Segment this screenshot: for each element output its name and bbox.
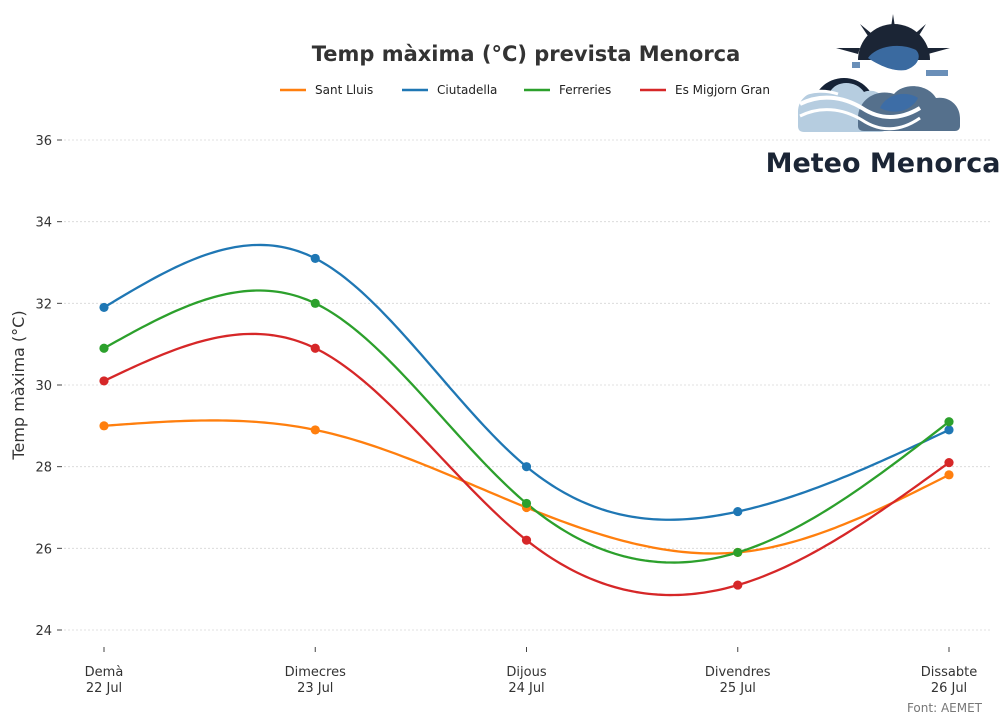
x-tick-label-day: Demà: [85, 665, 124, 680]
x-tick-label-date: 24 Jul: [508, 681, 544, 696]
grid-lines: [64, 139, 992, 631]
x-tick-label-date: 25 Jul: [720, 681, 756, 696]
data-point: [944, 425, 954, 435]
y-axis-label: Temp màxima (°C): [9, 310, 28, 460]
data-point: [99, 343, 109, 353]
legend-label: Ciutadella: [437, 83, 497, 97]
series-line: [103, 289, 950, 564]
series-points: [99, 253, 954, 590]
data-point: [99, 421, 109, 431]
y-axis: 24 26 28 30 32 34 36: [35, 134, 62, 639]
y-tick-label: 32: [35, 297, 52, 312]
legend-label: Es Migjorn Gran: [675, 83, 770, 97]
y-tick-label: 34: [35, 216, 52, 231]
series-line: [103, 243, 950, 521]
x-tick-label-date: 22 Jul: [86, 681, 122, 696]
brand-name: Meteo Menorca: [766, 148, 1001, 179]
data-point: [310, 343, 320, 353]
data-point: [99, 376, 109, 386]
x-tick-label-date: 23 Jul: [297, 681, 333, 696]
data-point: [521, 462, 532, 472]
y-tick-label: 30: [35, 379, 52, 394]
data-point: [521, 535, 532, 545]
y-tick-label: 26: [35, 542, 52, 557]
y-tick-label: 28: [35, 461, 52, 476]
y-tick-label: 36: [35, 134, 52, 149]
data-point: [733, 506, 743, 517]
series-line: [103, 419, 950, 555]
x-tick-label-day: Divendres: [705, 665, 771, 680]
data-point: [733, 580, 743, 590]
x-tick-label-date: 26 Jul: [931, 681, 967, 696]
data-point: [733, 547, 743, 558]
data-point: [944, 470, 954, 480]
source-note: Font: AEMET: [907, 701, 983, 715]
y-tick-label: 24: [35, 624, 52, 639]
legend-label: Sant Lluis: [315, 83, 373, 97]
data-point: [521, 498, 532, 509]
x-tick-label-day: Dimecres: [285, 665, 346, 680]
data-point: [99, 302, 109, 313]
data-point: [944, 457, 954, 468]
x-tick-label-day: Dissabte: [921, 665, 977, 680]
sun-wave-island-logo-icon: [798, 14, 960, 132]
x-tick-label-day: Dijous: [506, 665, 546, 680]
data-point: [310, 253, 320, 264]
data-point: [310, 425, 320, 435]
data-point: [944, 417, 954, 427]
data-point: [310, 298, 320, 308]
chart-title: Temp màxima (°C) prevista Menorca: [312, 42, 741, 66]
legend-label: Ferreries: [559, 83, 611, 97]
legend: Sant Lluis Ciutadella Ferreries Es Migjorn …: [280, 83, 770, 97]
